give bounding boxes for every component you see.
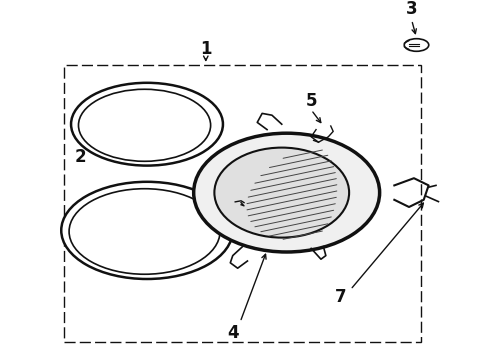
Ellipse shape: [404, 39, 429, 51]
Ellipse shape: [194, 133, 380, 252]
Text: 4: 4: [227, 324, 239, 342]
Text: 5: 5: [305, 92, 317, 110]
Ellipse shape: [214, 148, 349, 238]
Text: 2: 2: [75, 148, 87, 166]
Text: 7: 7: [335, 288, 346, 306]
Text: 6: 6: [197, 115, 209, 133]
Text: 1: 1: [200, 40, 212, 58]
Bar: [64, 65, 421, 342]
Ellipse shape: [61, 182, 233, 279]
Text: 3: 3: [406, 0, 417, 18]
Ellipse shape: [69, 189, 220, 274]
Ellipse shape: [71, 83, 223, 166]
Ellipse shape: [78, 89, 211, 161]
